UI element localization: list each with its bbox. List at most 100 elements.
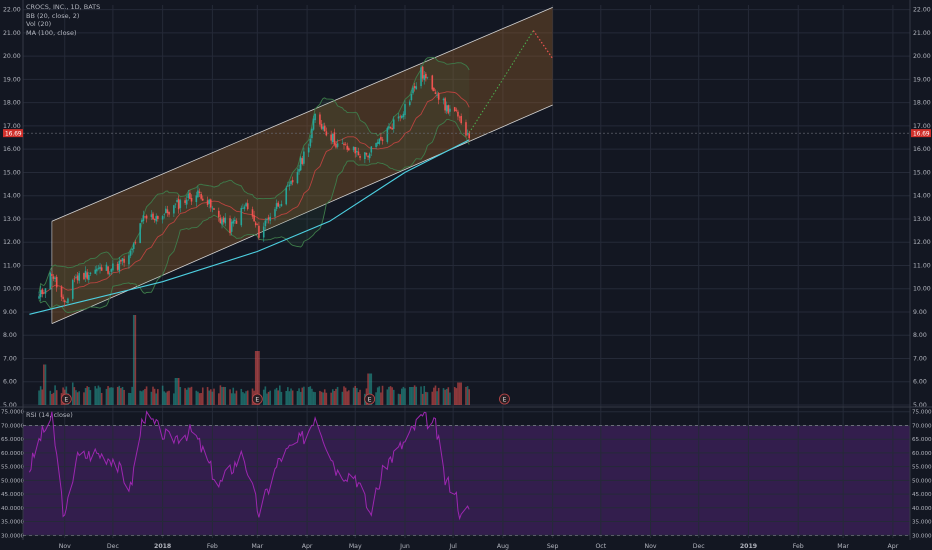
candle-body bbox=[211, 207, 214, 209]
candle-body bbox=[434, 92, 437, 95]
candle-body bbox=[51, 274, 53, 276]
candle-body bbox=[264, 220, 267, 227]
candle-body bbox=[258, 225, 260, 238]
volume-bar bbox=[420, 386, 422, 405]
candle-body bbox=[388, 126, 390, 129]
candle-body bbox=[253, 215, 255, 222]
volume-bar bbox=[99, 387, 101, 405]
candle-body bbox=[346, 145, 349, 150]
volume-bar bbox=[51, 394, 53, 405]
volume-bar bbox=[201, 387, 204, 405]
candle-body bbox=[449, 108, 451, 112]
candle-body bbox=[88, 274, 90, 280]
candle-body bbox=[118, 260, 121, 272]
volume-bar bbox=[280, 391, 283, 405]
candle-body bbox=[49, 272, 52, 290]
candle-body bbox=[274, 209, 276, 217]
candle-body bbox=[457, 111, 459, 117]
y-tick-label-left: 10.00 bbox=[3, 286, 21, 293]
volume-bar bbox=[415, 386, 418, 405]
symbol-title: CROCS, INC., 1D, BATS bbox=[26, 3, 101, 11]
earnings-marker-circle bbox=[60, 393, 72, 405]
candle-body bbox=[243, 206, 246, 209]
candle-body bbox=[179, 200, 182, 208]
candle-body bbox=[433, 88, 435, 92]
volume-bar bbox=[376, 387, 379, 405]
candle-body bbox=[206, 200, 209, 205]
candle-body bbox=[445, 105, 448, 112]
volume-bar bbox=[367, 373, 369, 405]
volume-bar bbox=[235, 390, 238, 405]
candle-body bbox=[280, 204, 283, 207]
candle-body bbox=[460, 115, 462, 124]
ma100-line bbox=[29, 139, 470, 315]
volume-bar bbox=[465, 386, 467, 405]
y-tick-label-left: 16.00 bbox=[3, 146, 21, 153]
candle-body bbox=[431, 75, 434, 90]
volume-bar bbox=[426, 392, 429, 405]
candle-body bbox=[376, 142, 379, 144]
volume-bar bbox=[410, 387, 413, 405]
volume-bar bbox=[344, 387, 347, 405]
earnings-marker-circle bbox=[499, 393, 510, 405]
candle-body bbox=[107, 266, 109, 274]
candle-body bbox=[391, 128, 393, 130]
volume-bar bbox=[287, 387, 289, 405]
volume-bar bbox=[444, 389, 446, 405]
volume-bar bbox=[84, 388, 87, 405]
y-tick-label-left: 8.00 bbox=[3, 332, 17, 339]
volume-bar bbox=[150, 391, 153, 405]
candle-body bbox=[86, 272, 88, 279]
candle-body bbox=[38, 296, 40, 299]
volume-bar bbox=[343, 386, 345, 405]
chart-legend: CROCS, INC., 1D, BATS BB (20, close, 2) … bbox=[26, 3, 100, 37]
candle-body bbox=[413, 85, 416, 89]
volume-bar bbox=[245, 391, 247, 405]
volume-bar bbox=[73, 387, 76, 405]
y-tick-label-right: 13.00 bbox=[913, 216, 931, 223]
candle-body bbox=[76, 275, 79, 281]
volume-bar bbox=[211, 391, 214, 405]
candle-body bbox=[242, 208, 244, 209]
volume-bar bbox=[134, 315, 137, 405]
y-tick-label-right: 15.00 bbox=[913, 169, 931, 176]
y-tick-label-left: 14.00 bbox=[3, 193, 21, 200]
candle-body bbox=[277, 202, 279, 207]
y-tick-label-right: 6.00 bbox=[913, 379, 927, 386]
x-tick-label: Mar bbox=[251, 543, 263, 550]
volume-bar bbox=[320, 391, 323, 405]
volume-bar bbox=[262, 389, 265, 405]
candle-body bbox=[399, 116, 401, 118]
candle-body bbox=[73, 278, 76, 280]
candle-body bbox=[197, 190, 199, 198]
candle-body bbox=[311, 129, 313, 139]
volume-bar bbox=[75, 390, 77, 405]
volume-bar bbox=[165, 392, 167, 405]
x-tick-label: Dec bbox=[693, 543, 706, 550]
volume-bar bbox=[274, 389, 276, 405]
y-tick-label-left: 20.00 bbox=[3, 53, 21, 60]
volume-bar bbox=[466, 386, 469, 405]
volume-bar bbox=[131, 386, 133, 405]
volume-bar bbox=[402, 386, 405, 405]
volume-bar bbox=[434, 385, 437, 405]
y-tick-label-left: 5.00 bbox=[3, 402, 17, 409]
volume-bar bbox=[41, 389, 44, 405]
candle-body bbox=[185, 199, 188, 205]
volume-bar bbox=[157, 389, 159, 405]
earnings-marker-label: E bbox=[368, 396, 372, 403]
volume-bar bbox=[213, 388, 215, 405]
candle-body bbox=[307, 147, 310, 153]
candle-body bbox=[415, 86, 418, 90]
candle-body bbox=[364, 152, 366, 160]
bollinger-upper-line bbox=[38, 56, 470, 293]
volume-bar bbox=[221, 387, 223, 405]
volume-bar bbox=[139, 390, 141, 405]
candle-body bbox=[356, 150, 358, 153]
candle-body bbox=[184, 200, 186, 203]
volume-bar bbox=[86, 386, 88, 405]
rsi-tick-label-left: 75.0000 bbox=[1, 410, 25, 416]
candle-body bbox=[232, 220, 235, 224]
rsi-tick-label-left: 60.0000 bbox=[1, 451, 25, 457]
